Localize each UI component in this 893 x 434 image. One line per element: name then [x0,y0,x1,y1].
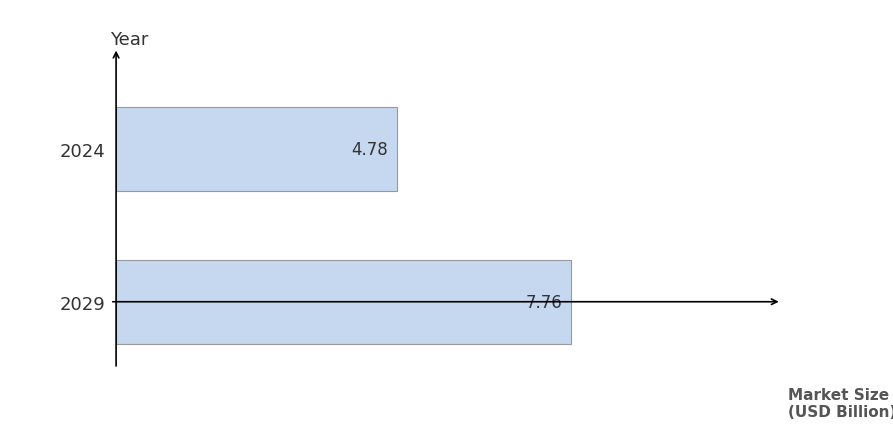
Text: 4.78: 4.78 [351,140,388,158]
Text: 7.76: 7.76 [526,293,563,311]
Bar [116,107,396,191]
Text: Market Size
(USD Billion): Market Size (USD Billion) [788,387,893,419]
Bar [116,260,572,344]
Text: Year: Year [110,31,148,49]
